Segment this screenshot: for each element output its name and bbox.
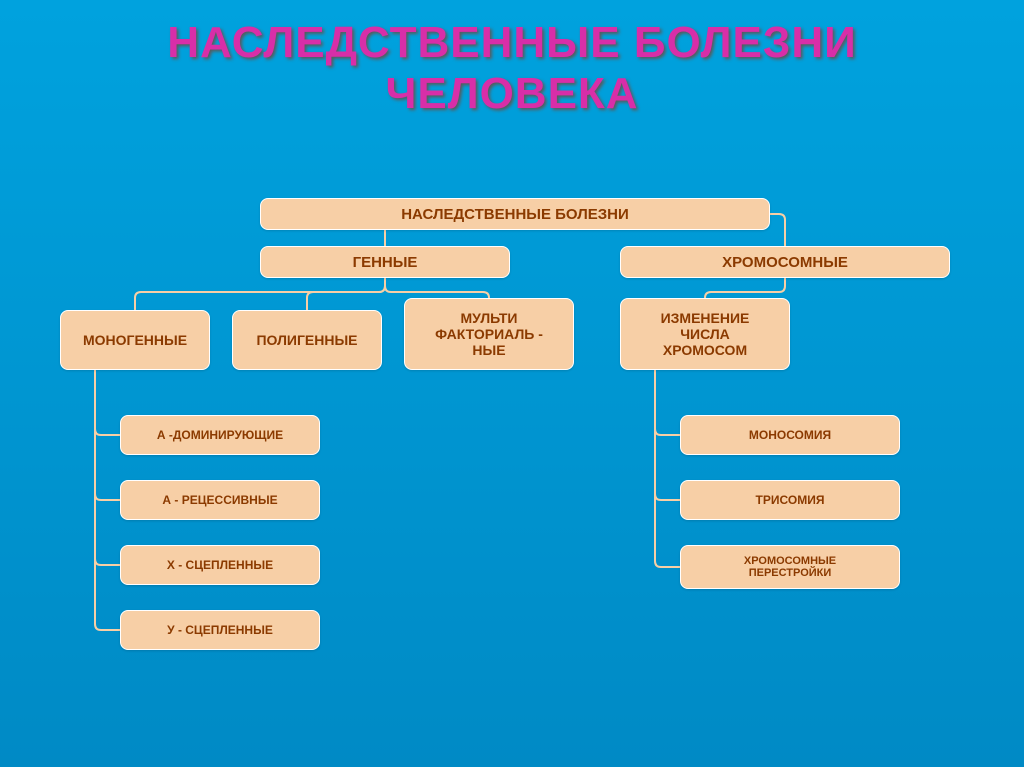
node-monos: МОНОСОМИЯ — [680, 415, 900, 455]
node-poly: ПОЛИГЕННЫЕ — [232, 310, 382, 370]
node-chnum: ИЗМЕНЕНИЕЧИСЛАХРОМОСОМ — [620, 298, 790, 370]
node-xlink: Х - СЦЕПЛЕННЫЕ — [120, 545, 320, 585]
node-gene: ГЕННЫЕ — [260, 246, 510, 278]
node-ylink: У - СЦЕПЛЕННЫЕ — [120, 610, 320, 650]
node-arec: А - РЕЦЕССИВНЫЕ — [120, 480, 320, 520]
node-chrom: ХРОМОСОМНЫЕ — [620, 246, 950, 278]
node-multi: МУЛЬТИФАКТОРИАЛЬ -НЫЕ — [404, 298, 574, 370]
node-rearr: ХРОМОСОМНЫЕПЕРЕСТРОЙКИ — [680, 545, 900, 589]
node-root: НАСЛЕДСТВЕННЫЕ БОЛЕЗНИ — [260, 198, 770, 230]
page-title: НАСЛЕДСТВЕННЫЕ БОЛЕЗНИЧЕЛОВЕКА — [0, 18, 1024, 119]
node-tris: ТРИСОМИЯ — [680, 480, 900, 520]
node-adom: А -ДОМИНИРУЮЩИЕ — [120, 415, 320, 455]
node-mono: МОНОГЕННЫЕ — [60, 310, 210, 370]
